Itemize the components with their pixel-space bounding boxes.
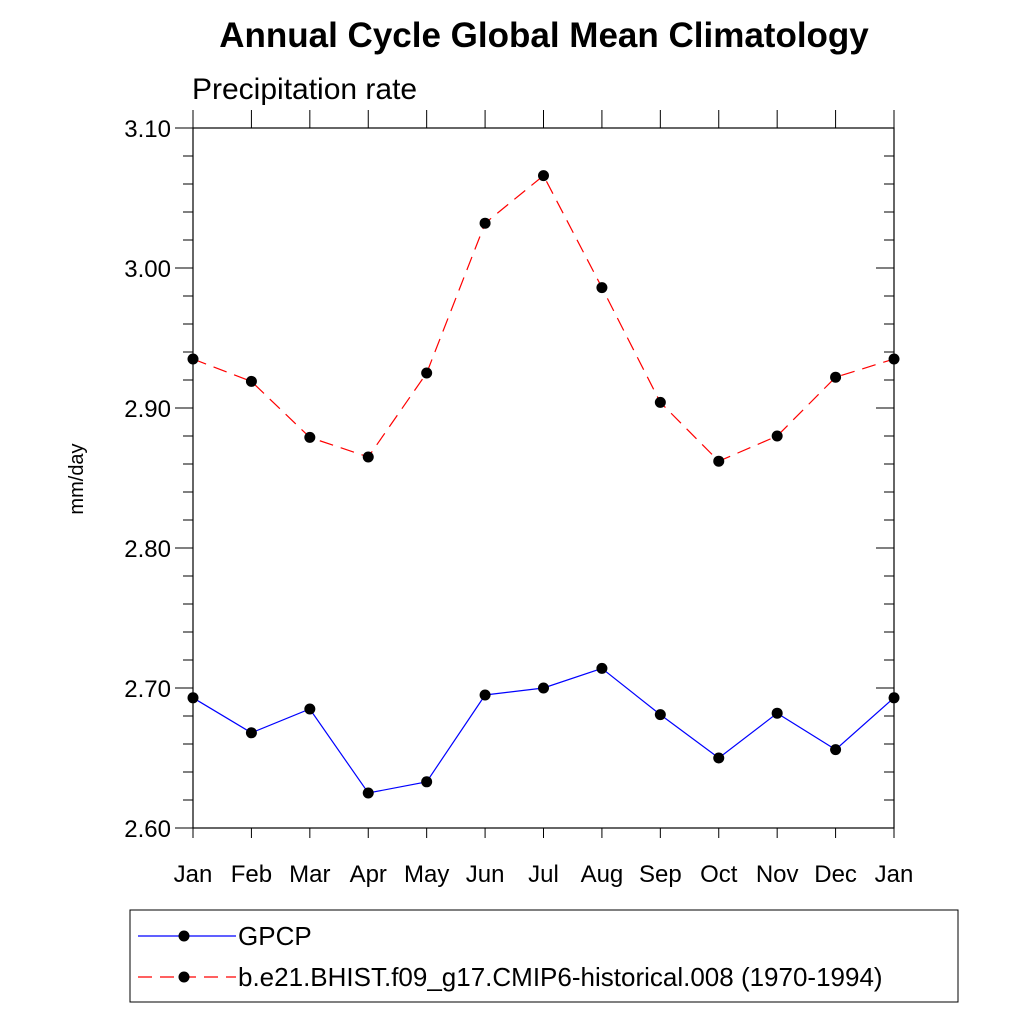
y-tick-label: 2.80 bbox=[124, 536, 171, 563]
legend-marker-gpcp bbox=[178, 930, 190, 942]
x-tick-label: Mar bbox=[289, 861, 330, 888]
series-layer bbox=[187, 170, 900, 799]
data-point-series-1 bbox=[888, 353, 900, 365]
x-tick-label: Nov bbox=[756, 861, 799, 888]
x-tick-label: Jun bbox=[466, 861, 505, 888]
axis-ticks bbox=[175, 110, 895, 838]
data-point-series-1 bbox=[713, 455, 725, 467]
data-point-series-1 bbox=[771, 430, 783, 442]
data-point-series-1 bbox=[654, 396, 666, 408]
data-point-series-0 bbox=[245, 727, 257, 739]
legend-label-gpcp: GPCP bbox=[238, 921, 312, 951]
x-tick-label: Jul bbox=[528, 861, 559, 888]
y-tick-label: 2.90 bbox=[124, 396, 171, 423]
data-point-series-0 bbox=[479, 689, 491, 701]
data-point-series-0 bbox=[304, 703, 316, 715]
y-tick-label: 2.60 bbox=[124, 816, 171, 843]
data-point-series-0 bbox=[187, 692, 199, 704]
y-tick-label: 3.10 bbox=[124, 116, 171, 143]
data-point-series-0 bbox=[538, 682, 549, 694]
data-point-series-0 bbox=[771, 707, 783, 719]
y-tick-label: 3.00 bbox=[124, 256, 171, 283]
data-point-series-0 bbox=[654, 709, 666, 721]
legend-label-model: b.e21.BHIST.f09_g17.CMIP6-historical.008… bbox=[238, 962, 883, 992]
data-point-series-1 bbox=[187, 353, 199, 365]
x-tick-labels: Jan Feb Mar Apr May Jun Jul Aug Sep Oct Nov Dec Jan bbox=[174, 861, 914, 888]
data-point-series-1 bbox=[479, 217, 491, 229]
data-point-series-1 bbox=[304, 431, 316, 443]
data-point-series-0 bbox=[713, 752, 725, 764]
data-point-series-0 bbox=[830, 744, 842, 756]
plot-frame bbox=[192, 127, 895, 829]
x-tick-label: Feb bbox=[231, 861, 272, 888]
x-tick-label: Jan bbox=[174, 861, 213, 888]
data-point-series-0 bbox=[888, 692, 900, 704]
legend: GPCP b.e21.BHIST.f09_g17.CMIP6-historica… bbox=[129, 909, 959, 1003]
data-point-series-1 bbox=[362, 451, 374, 463]
data-point-series-0 bbox=[421, 776, 433, 788]
data-point-series-1 bbox=[830, 371, 842, 383]
legend-marker-model bbox=[178, 971, 190, 983]
data-point-series-1 bbox=[245, 375, 257, 387]
x-tick-label: Dec bbox=[814, 861, 857, 888]
data-point-series-0 bbox=[596, 662, 608, 674]
y-tick-label: 2.70 bbox=[124, 676, 171, 703]
legend-box bbox=[129, 909, 959, 1003]
x-tick-label: Sep bbox=[639, 861, 682, 888]
data-point-series-1 bbox=[538, 170, 549, 182]
data-point-series-0 bbox=[362, 787, 374, 799]
y-axis-label: mm/day bbox=[66, 443, 88, 514]
series-line-1 bbox=[192, 174, 895, 462]
x-tick-label: Apr bbox=[350, 861, 387, 888]
x-tick-label: May bbox=[404, 861, 449, 888]
data-point-series-1 bbox=[421, 367, 433, 379]
x-tick-label: Aug bbox=[581, 861, 624, 888]
data-point-series-1 bbox=[596, 282, 608, 294]
chart-title: Annual Cycle Global Mean Climatology bbox=[219, 16, 869, 55]
x-tick-label: Oct bbox=[700, 861, 738, 888]
chart-subtitle: Precipitation rate bbox=[192, 73, 417, 106]
x-tick-label: Jan bbox=[875, 861, 914, 888]
y-tick-labels: 2.60 2.70 2.80 2.90 3.00 3.10 bbox=[124, 116, 171, 843]
